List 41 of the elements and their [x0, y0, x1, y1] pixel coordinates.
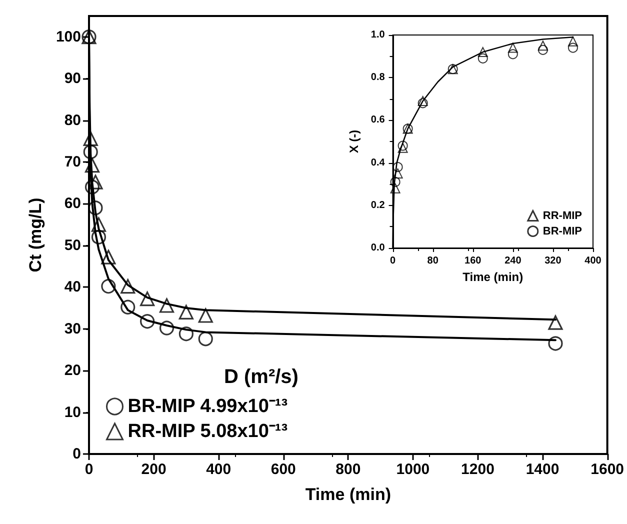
y-axis-title: X (-): [347, 130, 361, 154]
x-tick-label: 1000: [396, 461, 430, 478]
legend-label: RR-MIP 5.08x10⁻¹³: [128, 421, 288, 442]
y-tick-label: 70: [64, 154, 81, 170]
x-tick-label: 80: [427, 256, 439, 266]
legend-label: RR-MIP: [542, 210, 582, 222]
x-tick-label: 240: [504, 256, 522, 266]
y-tick-label: 0: [72, 446, 81, 462]
y-tick-label: 0.0: [370, 242, 386, 254]
x-tick-label: 1200: [461, 461, 494, 478]
y-tick-label: 30: [64, 320, 81, 338]
legend-label: BR-MIP: [542, 225, 582, 238]
y-tick-label: 1.0: [370, 30, 386, 40]
y-tick-label: 50: [64, 236, 81, 254]
x-tick-label: 0: [84, 461, 94, 478]
y-tick-label: 90: [64, 70, 81, 88]
x-tick-label: 1400: [526, 461, 560, 478]
x-tick-label: 400: [584, 256, 602, 266]
legend-label: BR-MIP 4.99x10⁻¹³: [128, 396, 288, 417]
x-tick-label: 1600: [590, 461, 624, 478]
legend-title: D (m²/s): [224, 366, 298, 388]
y-tick-label: 0.4: [370, 157, 386, 168]
y-tick-label: 0.6: [370, 114, 386, 126]
y-tick-label: 40: [64, 278, 81, 296]
x-axis-title: Time (min): [305, 485, 391, 504]
x-tick-label: 0: [390, 256, 396, 266]
y-tick-label: 0.2: [370, 200, 386, 211]
y-tick-label: 0.8: [370, 72, 386, 84]
y-axis-title: Ct (mg/L): [26, 198, 45, 272]
y-tick-label: 10: [64, 404, 81, 421]
x-tick-label: 160: [464, 256, 482, 266]
x-tick-label: 800: [336, 461, 361, 478]
y-tick-label: 20: [64, 362, 81, 380]
y-tick-label: 60: [64, 195, 81, 212]
y-tick-label: 80: [64, 112, 81, 129]
x-tick-label: 200: [141, 461, 166, 478]
y-tick-label: 100: [56, 28, 81, 46]
x-tick-label: 400: [206, 461, 232, 478]
x-tick-label: 320: [544, 256, 562, 266]
x-axis-title: Time (min): [462, 270, 524, 284]
x-tick-label: 600: [270, 461, 296, 478]
